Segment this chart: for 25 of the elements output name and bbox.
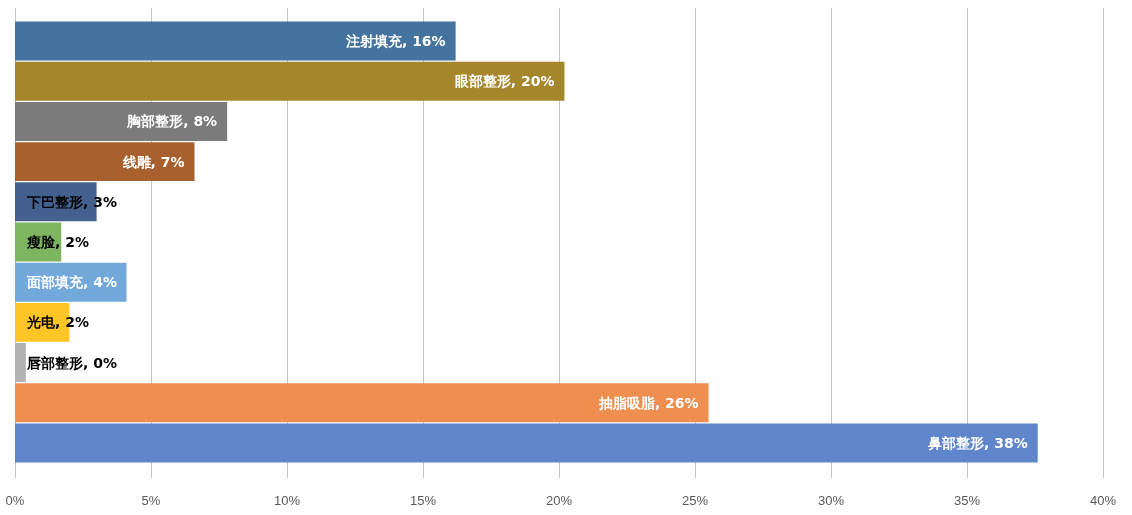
category-label: 面部填充, 4% (27, 274, 117, 291)
x-tick-label: 35% (953, 493, 981, 508)
bar (15, 423, 1038, 463)
bar (15, 101, 228, 141)
bar (15, 383, 709, 423)
bar (15, 142, 195, 182)
bar (15, 343, 26, 383)
category-label: 眼部整形, 20% (454, 73, 555, 90)
x-tick-label: 0% (5, 493, 25, 508)
category-label: 抽脂吸脂, 26% (598, 394, 699, 411)
x-tick-label: 25% (681, 493, 709, 508)
x-tick-label: 40% (1089, 493, 1117, 508)
x-tick-label: 20% (545, 493, 573, 508)
x-tick-label: 10% (273, 493, 301, 508)
x-tick-label: 15% (409, 493, 437, 508)
category-label: 注射填充, 16% (345, 33, 446, 50)
category-label: 胸部整形, 8% (127, 113, 218, 130)
category-label: 线雕, 7% (122, 153, 185, 170)
x-tick-label: 30% (817, 493, 845, 508)
category-label: 鼻部整形, 38% (928, 434, 1028, 451)
category-label: 瘦脸, 2% (27, 234, 89, 250)
bar (15, 61, 565, 101)
category-label: 唇部整形, 0% (27, 354, 117, 371)
bar (15, 21, 456, 61)
x-tick-label: 5% (141, 493, 161, 508)
